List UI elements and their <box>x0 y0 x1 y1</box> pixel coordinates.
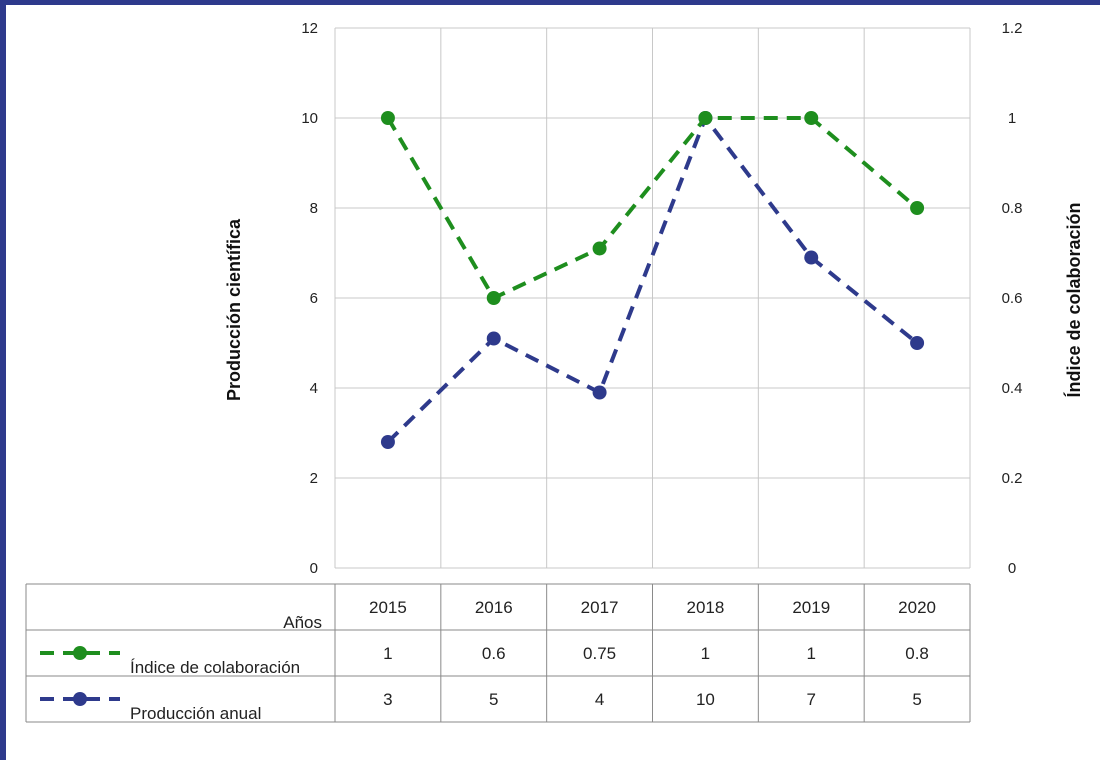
table-row-label: Índice de colaboración <box>130 658 300 677</box>
series-line <box>386 116 919 300</box>
table-cell: 1 <box>807 644 816 663</box>
table-cell: 4 <box>595 690 604 709</box>
data-point <box>486 331 501 346</box>
table-header-label: Años <box>283 613 322 632</box>
data-point <box>592 241 607 256</box>
table-cell: 0.75 <box>583 644 616 663</box>
table-cell: 0.8 <box>905 644 929 663</box>
left-axis-title: Producción científica <box>224 218 244 401</box>
table-header-cell: 2020 <box>898 598 936 617</box>
table-cell: 1 <box>383 644 392 663</box>
right-tick-label: 0 <box>1008 560 1016 577</box>
table-cell: 1 <box>701 644 710 663</box>
right-axis-ticks: 0 0.2 0.4 0.6 0.8 1 1.2 <box>1002 20 1023 577</box>
data-point <box>380 111 395 125</box>
left-tick-label: 4 <box>310 380 318 397</box>
left-tick-label: 6 <box>310 290 318 307</box>
table-header-cell: 2019 <box>792 598 830 617</box>
table-header-cell: 2018 <box>687 598 725 617</box>
table-row-label: Producción anual <box>130 704 261 723</box>
left-tick-label: 12 <box>301 20 318 37</box>
legend-key-marker <box>73 646 87 660</box>
data-point <box>380 435 395 449</box>
series-line <box>386 116 919 444</box>
legend-key-marker <box>73 692 87 706</box>
right-axis-title: Índice de colaboración <box>1063 202 1084 397</box>
left-tick-label: 10 <box>301 110 318 127</box>
table-cell: 5 <box>912 690 921 709</box>
right-tick-label: 0.2 <box>1002 470 1023 487</box>
right-tick-label: 0.8 <box>1002 200 1023 217</box>
right-tick-label: 1 <box>1008 110 1016 127</box>
series-layer <box>380 111 925 449</box>
data-point <box>910 336 925 350</box>
data-point <box>486 291 501 305</box>
left-axis-ticks: 0 2 4 6 8 10 12 <box>301 20 318 577</box>
data-point <box>592 385 607 400</box>
table-header-cell: 2015 <box>369 598 407 617</box>
table-cell: 3 <box>383 690 392 709</box>
table-header-cell: 2016 <box>475 598 513 617</box>
left-tick-label: 2 <box>310 470 318 487</box>
right-tick-label: 0.6 <box>1002 290 1023 307</box>
table-cell: 10 <box>696 690 715 709</box>
data-table: Años Índice de colaboración Producción a… <box>25 583 971 723</box>
data-point <box>698 111 713 125</box>
data-point <box>910 201 925 215</box>
table-cell: 7 <box>807 690 816 709</box>
left-tick-label: 0 <box>310 560 318 577</box>
right-tick-label: 1.2 <box>1002 20 1023 37</box>
data-point <box>804 111 819 125</box>
table-cell: 5 <box>489 690 498 709</box>
data-point <box>804 250 819 265</box>
left-tick-label: 8 <box>310 200 318 217</box>
dual-axis-line-chart: 0 2 4 6 8 10 12 0 0.2 0.4 0.6 0.8 1 1.2 Producción c… <box>25 20 1084 723</box>
right-tick-label: 0.4 <box>1002 380 1023 397</box>
table-cell: 0.6 <box>482 644 506 663</box>
table-header-cell: 2017 <box>581 598 619 617</box>
grid <box>334 27 971 569</box>
